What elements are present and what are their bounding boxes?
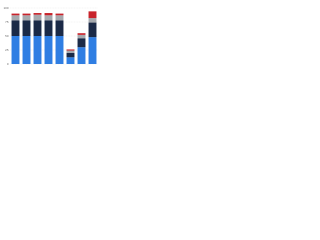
- bar-segment: [66, 50, 75, 53]
- bar-segment: [88, 11, 97, 19]
- bar-segment: [11, 15, 20, 21]
- bar-segment: [55, 36, 64, 64]
- bar-segment: [44, 13, 53, 16]
- bar-segment: [66, 57, 75, 64]
- bar-segment: [22, 15, 31, 21]
- y-tick-label: 50: [5, 34, 9, 38]
- chart: 0 25 50 75 100: [3, 6, 98, 66]
- bar-segment: [33, 20, 42, 36]
- bar-segment: [22, 13, 31, 16]
- bar-segment: [22, 36, 31, 64]
- bar-segment: [33, 14, 42, 21]
- bar-segment: [55, 20, 64, 36]
- bar-segment: [11, 13, 20, 16]
- bar-segment: [33, 36, 42, 64]
- bar-segment: [77, 34, 86, 39]
- bar-segment: [88, 22, 97, 38]
- bar-segment: [33, 13, 42, 15]
- bar-segment: [66, 52, 75, 58]
- bar-segment: [77, 47, 86, 64]
- y-tick-label: 25: [5, 48, 9, 52]
- bar-segment: [55, 13, 64, 16]
- bar-segment: [55, 15, 64, 21]
- bar-segment: [44, 15, 53, 21]
- bar-segment: [88, 18, 97, 23]
- bar-segment: [44, 36, 53, 64]
- bar-segment: [88, 37, 97, 64]
- y-tick-label: 0: [7, 62, 9, 66]
- bar-segment: [11, 36, 20, 64]
- bar-segment: [77, 38, 86, 48]
- bar-segment: [11, 20, 20, 36]
- bar-segment: [77, 33, 86, 35]
- bar-segment: [44, 20, 53, 36]
- bar-segment: [22, 20, 31, 36]
- y-tick-label: 100: [3, 6, 8, 10]
- y-tick-label: 75: [5, 20, 9, 24]
- bar-segment: [66, 49, 75, 51]
